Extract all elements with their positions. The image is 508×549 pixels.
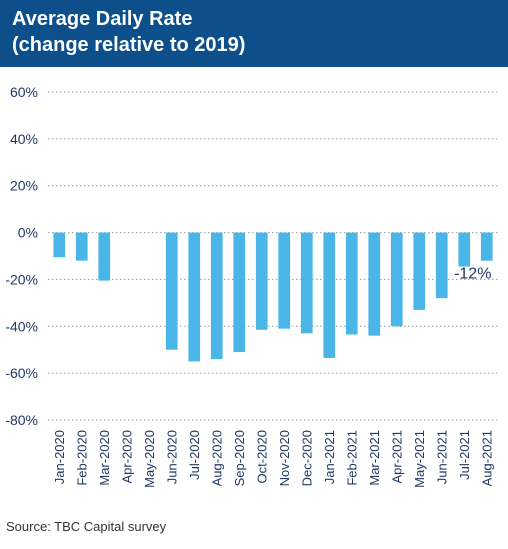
bar <box>210 232 223 360</box>
bar <box>188 232 201 362</box>
x-tick-label: Feb-2020 <box>74 430 89 486</box>
x-tick-label: Aug-2021 <box>479 430 494 486</box>
x-tick-label: Jan-2021 <box>322 430 337 484</box>
x-tick-label: Oct-2020 <box>254 430 269 483</box>
bar <box>255 232 268 330</box>
x-tick-label: Jul-2020 <box>187 430 202 480</box>
x-axis-ticks: Jan-2020 Feb-2020 Mar-2020 Apr-2020 May-2020… <box>52 430 495 488</box>
x-tick-label: Mar-2021 <box>367 430 382 486</box>
x-tick-label: May-2020 <box>142 430 157 488</box>
y-tick-label: -60% <box>5 365 38 381</box>
gridlines <box>48 91 498 421</box>
y-tick-label: 40% <box>10 131 38 147</box>
x-tick-label: Dec-2020 <box>299 430 314 486</box>
bar <box>480 232 493 261</box>
x-tick-label: Apr-2021 <box>389 430 404 483</box>
bar <box>435 232 448 299</box>
x-tick-label: Apr-2020 <box>119 430 134 483</box>
bar <box>368 232 381 336</box>
source-note: Source: TBC Capital survey <box>6 519 167 534</box>
y-axis-ticks: -80% -60% -40% -20% 0% 20% 40% 60% <box>5 84 38 428</box>
bar <box>53 232 66 258</box>
x-tick-label: Mar-2020 <box>97 430 112 486</box>
x-tick-label: Jun-2020 <box>164 430 179 484</box>
x-tick-label: Jun-2021 <box>434 430 449 484</box>
chart-title-line-2: (change relative to 2019) <box>12 34 246 56</box>
bar <box>233 232 246 353</box>
x-tick-label: Nov-2020 <box>277 430 292 486</box>
annotations: -12% <box>454 266 491 283</box>
bar <box>98 232 111 281</box>
data-label: -12% <box>454 266 491 283</box>
x-tick-label: Jan-2020 <box>52 430 67 484</box>
x-tick-label: Feb-2021 <box>344 430 359 486</box>
x-tick-label: Aug-2020 <box>209 430 224 486</box>
bars <box>53 232 493 362</box>
y-tick-label: 60% <box>10 84 38 100</box>
bar <box>300 232 313 334</box>
bar <box>345 232 358 335</box>
bar <box>458 232 471 267</box>
bar <box>390 232 403 327</box>
y-tick-label: 0% <box>18 225 38 241</box>
y-tick-label: -80% <box>5 412 38 428</box>
bar <box>165 232 178 350</box>
bar <box>278 232 291 329</box>
bar <box>413 232 426 310</box>
y-tick-label: -40% <box>5 318 38 334</box>
y-tick-label: 20% <box>10 178 38 194</box>
x-tick-label: Jul-2021 <box>457 430 472 480</box>
bar <box>323 232 336 358</box>
x-tick-label: May-2021 <box>412 430 427 488</box>
chart-title-line-1: Average Daily Rate <box>12 8 193 30</box>
y-tick-label: -20% <box>5 271 38 287</box>
bar-chart: -80% -60% -40% -20% 0% 20% 40% 60% Jan-2020 Feb-… <box>5 84 498 488</box>
bar <box>75 232 88 261</box>
x-tick-label: Sep-2020 <box>232 430 247 486</box>
chart-title-bar: Average Daily Rate (change relative to 2… <box>0 0 508 67</box>
